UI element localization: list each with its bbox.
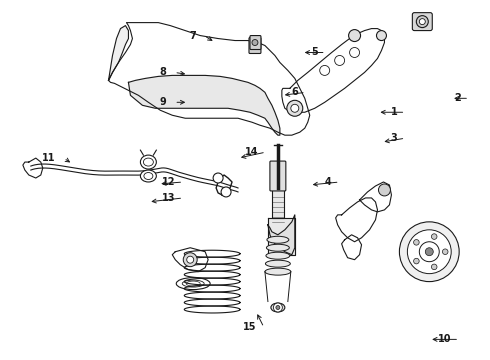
Ellipse shape bbox=[266, 252, 290, 259]
Text: 15: 15 bbox=[243, 323, 256, 332]
Text: 8: 8 bbox=[159, 67, 166, 77]
FancyBboxPatch shape bbox=[272, 188, 284, 218]
Ellipse shape bbox=[266, 260, 290, 267]
Circle shape bbox=[348, 30, 361, 41]
Text: 9: 9 bbox=[160, 97, 166, 107]
Text: 3: 3 bbox=[391, 133, 397, 143]
Text: 5: 5 bbox=[311, 48, 318, 58]
Text: 12: 12 bbox=[162, 177, 175, 187]
Circle shape bbox=[407, 230, 451, 274]
Circle shape bbox=[431, 234, 437, 239]
Circle shape bbox=[291, 104, 299, 112]
Text: 7: 7 bbox=[190, 31, 196, 41]
Ellipse shape bbox=[265, 268, 291, 275]
Ellipse shape bbox=[176, 278, 210, 289]
Polygon shape bbox=[23, 158, 43, 178]
Circle shape bbox=[378, 184, 391, 196]
FancyBboxPatch shape bbox=[270, 161, 286, 191]
Polygon shape bbox=[282, 28, 385, 112]
Polygon shape bbox=[342, 235, 362, 260]
Circle shape bbox=[221, 187, 231, 197]
Text: 1: 1 bbox=[391, 107, 397, 117]
Circle shape bbox=[187, 256, 194, 263]
FancyBboxPatch shape bbox=[250, 36, 261, 50]
Polygon shape bbox=[268, 215, 295, 255]
Ellipse shape bbox=[271, 303, 285, 312]
FancyBboxPatch shape bbox=[413, 13, 432, 31]
Text: 11: 11 bbox=[42, 153, 56, 163]
Ellipse shape bbox=[141, 155, 156, 169]
Polygon shape bbox=[108, 26, 128, 80]
Circle shape bbox=[276, 306, 280, 310]
Polygon shape bbox=[360, 182, 392, 212]
Circle shape bbox=[399, 222, 459, 282]
Text: 4: 4 bbox=[325, 177, 332, 187]
FancyBboxPatch shape bbox=[249, 37, 261, 54]
Polygon shape bbox=[268, 218, 295, 255]
Circle shape bbox=[273, 303, 282, 312]
Circle shape bbox=[416, 15, 428, 28]
Polygon shape bbox=[108, 23, 310, 135]
Ellipse shape bbox=[141, 170, 156, 182]
Ellipse shape bbox=[267, 244, 289, 251]
Circle shape bbox=[414, 258, 419, 264]
Text: 13: 13 bbox=[162, 193, 175, 203]
Polygon shape bbox=[336, 198, 377, 242]
Circle shape bbox=[251, 41, 259, 50]
Text: 2: 2 bbox=[454, 93, 461, 103]
Polygon shape bbox=[128, 75, 280, 135]
Ellipse shape bbox=[267, 236, 289, 243]
Circle shape bbox=[213, 173, 223, 183]
Circle shape bbox=[376, 31, 387, 41]
Text: 14: 14 bbox=[245, 147, 258, 157]
Circle shape bbox=[431, 264, 437, 270]
Circle shape bbox=[183, 253, 197, 267]
Text: 6: 6 bbox=[291, 87, 298, 97]
Circle shape bbox=[287, 100, 303, 116]
Circle shape bbox=[414, 239, 419, 245]
Circle shape bbox=[419, 19, 425, 24]
Text: 10: 10 bbox=[438, 334, 451, 345]
Circle shape bbox=[425, 248, 433, 256]
Circle shape bbox=[252, 40, 258, 45]
Circle shape bbox=[442, 249, 448, 255]
Polygon shape bbox=[172, 248, 208, 272]
